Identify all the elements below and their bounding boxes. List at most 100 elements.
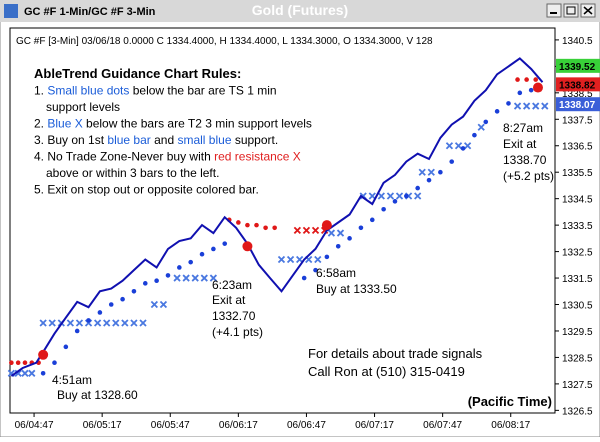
level-x xyxy=(293,226,302,235)
rule-segment: AbleTrend Guidance Chart Rules: xyxy=(34,66,241,81)
level-dot xyxy=(40,371,46,376)
level-x xyxy=(130,319,138,327)
y-tick-label: 1333.5 xyxy=(562,221,593,232)
level-x xyxy=(454,142,463,150)
level-dot xyxy=(449,159,455,164)
y-tick-label: 1334.5 xyxy=(562,195,593,206)
rule-segment: 1. xyxy=(34,84,47,98)
level-dot xyxy=(460,146,466,151)
level-dot xyxy=(9,360,14,366)
x-tick-label: 06/06:47 xyxy=(287,420,326,431)
level-dot xyxy=(415,185,420,191)
rules-text: AbleTrend Guidance Chart Rules: 1. Small … xyxy=(34,66,312,197)
level-dot xyxy=(335,243,341,249)
level-dot xyxy=(154,278,159,283)
rule-segment: Blue X xyxy=(47,117,82,131)
level-x xyxy=(541,102,549,110)
level-x xyxy=(477,123,485,131)
y-tick-label: 1327.5 xyxy=(562,380,593,391)
price-tag-label: 1339.52 xyxy=(559,62,596,73)
price-tag-label: 1338.82 xyxy=(559,80,596,91)
annotation: 6:58am xyxy=(316,266,356,280)
level-dot xyxy=(236,220,241,225)
level-dot xyxy=(381,206,386,212)
level-dot xyxy=(142,281,148,286)
rule-segment: 5. Exit on stop out or opposite colored … xyxy=(34,183,259,197)
level-dot xyxy=(263,225,268,231)
level-dot xyxy=(52,360,57,366)
y-tick-label: 1338.5 xyxy=(562,89,593,100)
trade-marker xyxy=(532,82,543,93)
annotation: (+5.2 pts) xyxy=(503,169,554,183)
x-tick-label: 06/05:47 xyxy=(151,420,190,431)
rule-segment: and xyxy=(151,133,178,147)
level-dot xyxy=(347,236,352,241)
level-dot xyxy=(211,246,216,252)
rule-segment: 4. No Trade Zone-Never buy with xyxy=(34,150,214,164)
rule-segment: support. xyxy=(232,133,279,147)
rule-segment: above or within 3 bars to the left. xyxy=(46,166,219,180)
level-dot xyxy=(177,265,182,270)
annotation: Call Ron at (510) 315-0419 xyxy=(308,364,465,379)
level-dot xyxy=(97,310,103,315)
rule-segment: small blue xyxy=(177,133,231,147)
maximize-button[interactable] xyxy=(563,3,579,18)
rule-line: support levels xyxy=(46,100,120,114)
level-dot xyxy=(313,267,318,273)
level-dot xyxy=(392,199,398,204)
rule-line: 3. Buy on 1st blue bar and small blue su… xyxy=(34,133,278,147)
level-dot xyxy=(483,119,489,125)
level-x xyxy=(414,192,422,200)
level-dot xyxy=(426,177,432,183)
app-icon xyxy=(4,4,18,18)
annotation: 1332.70 xyxy=(212,309,256,323)
level-x xyxy=(182,274,190,282)
level-dot xyxy=(494,109,500,114)
rule-line: AbleTrend Guidance Chart Rules: xyxy=(34,66,241,81)
annotation: Exit at xyxy=(212,293,246,307)
rule-segment: blue bar xyxy=(107,133,150,147)
level-dot xyxy=(533,77,539,82)
rule-segment: below the bar are TS 1 min xyxy=(129,84,276,98)
level-dot xyxy=(120,296,125,302)
annotation: 4:51am xyxy=(52,373,92,387)
level-x xyxy=(395,192,404,200)
level-x xyxy=(418,168,426,176)
level-x xyxy=(191,274,199,282)
level-dot xyxy=(524,77,529,82)
level-x xyxy=(103,319,111,327)
rule-segment: below the bars are T2 3 min support leve… xyxy=(83,117,312,131)
y-tick-label: 1332.5 xyxy=(562,248,593,259)
window-buttons[interactable] xyxy=(546,3,596,18)
annotation: 1338.70 xyxy=(503,153,547,167)
rule-line: 4. No Trade Zone-Never buy with red resi… xyxy=(34,150,301,164)
level-dot xyxy=(254,222,259,228)
rule-segment: red resistance X xyxy=(214,150,301,164)
level-x xyxy=(532,102,540,110)
trade-marker xyxy=(38,349,49,360)
level-dot xyxy=(108,302,114,307)
level-dot xyxy=(358,225,364,231)
level-dot xyxy=(86,318,91,323)
rule-line: 1. Small blue dots below the bar are TS … xyxy=(34,84,277,98)
rule-line: 2. Blue X below the bars are T2 3 min su… xyxy=(34,117,312,131)
level-x xyxy=(302,226,311,235)
level-x xyxy=(336,229,345,237)
level-dot xyxy=(131,288,137,294)
level-dot xyxy=(506,101,511,106)
y-tick-label: 1328.5 xyxy=(562,353,593,364)
y-tick-label: 1336.5 xyxy=(562,142,593,153)
close-icon xyxy=(583,6,593,15)
minimize-button[interactable] xyxy=(546,3,562,18)
y-tick-label: 1330.5 xyxy=(562,301,593,312)
level-x xyxy=(21,369,29,377)
level-x xyxy=(314,255,322,264)
level-x xyxy=(14,369,22,377)
level-dot xyxy=(515,77,520,82)
trade-marker xyxy=(242,241,253,252)
level-dot xyxy=(369,217,375,223)
level-x xyxy=(311,226,320,235)
rule-segment: 2. xyxy=(34,117,47,131)
level-dot xyxy=(222,241,228,246)
